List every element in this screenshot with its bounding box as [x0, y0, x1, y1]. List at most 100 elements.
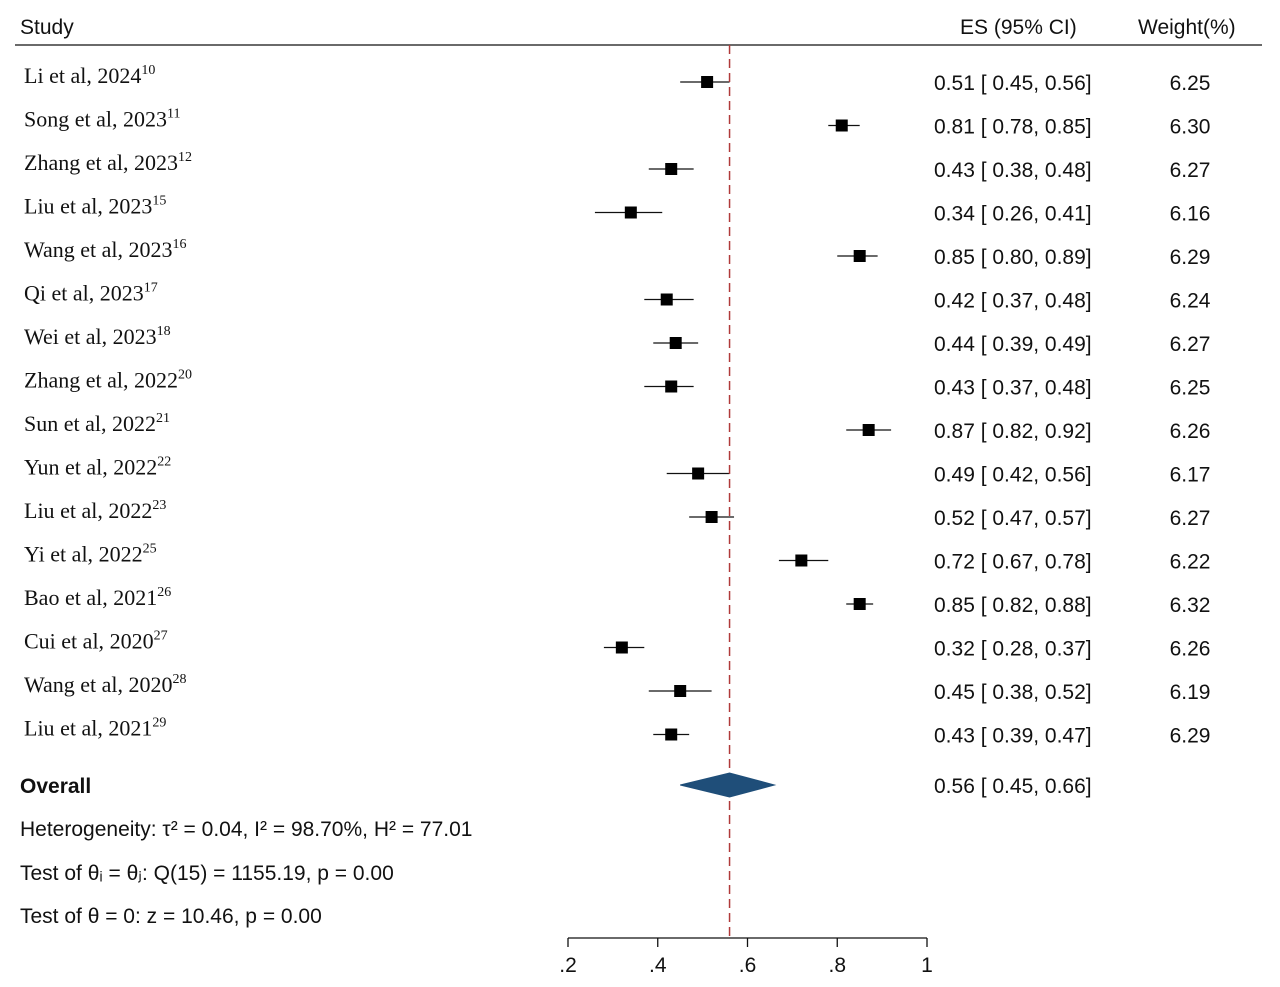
study-etal: et al,	[49, 63, 97, 88]
effect-marker	[665, 380, 678, 393]
study-label: Wei et al, 202318	[24, 324, 171, 349]
x-tick-label: .6	[739, 954, 757, 977]
effect-marker	[665, 163, 678, 175]
effect-marker	[835, 119, 848, 132]
study-etal: et al,	[60, 498, 108, 523]
study-etal: et al,	[60, 716, 108, 741]
study-etal: et al,	[52, 281, 100, 306]
study-row: Cui et al, 202027 0.32 [ 0.28, 0.37] 6.26	[24, 629, 1210, 661]
study-year: 2023	[123, 107, 167, 132]
overall-label: Overall	[20, 775, 91, 798]
study-label: Yi et al, 202225	[24, 542, 157, 567]
study-weight: 6.27	[1170, 159, 1211, 182]
study-weight: 6.24	[1170, 290, 1211, 313]
study-ci-text: 0.87 [ 0.82, 0.92]	[934, 420, 1092, 443]
effect-marker	[853, 250, 866, 262]
study-etal: et al,	[65, 455, 113, 480]
study-row: Yi et al, 202225 0.72 [ 0.67, 0.78] 6.22	[24, 542, 1210, 574]
study-row: Wang et al, 202316 0.85 [ 0.80, 0.89] 6.29	[24, 237, 1210, 269]
x-tick-label: 1	[921, 954, 933, 977]
study-reference: 23	[152, 498, 166, 513]
study-reference: 25	[143, 542, 157, 557]
study-year: 2020	[129, 672, 173, 697]
study-reference: 29	[152, 716, 166, 731]
effect-marker	[705, 511, 718, 523]
study-etal: et al,	[64, 324, 112, 349]
effect-marker	[795, 554, 808, 567]
study-weight: 6.29	[1170, 246, 1211, 269]
study-row: Li et al, 202410 0.51 [ 0.45, 0.56] 6.25	[24, 63, 1210, 95]
study-label: Song et al, 202311	[24, 107, 181, 132]
study-author: Wei	[24, 324, 64, 349]
study-reference: 17	[144, 281, 158, 296]
study-author: Liu	[24, 194, 60, 219]
study-label: Cui et al, 202027	[24, 629, 168, 654]
study-row: Song et al, 202311 0.81 [ 0.78, 0.85] 6.30	[24, 107, 1210, 139]
study-ci-text: 0.52 [ 0.47, 0.57]	[934, 507, 1092, 530]
study-year: 2023	[108, 194, 152, 219]
study-row: Wang et al, 202028 0.45 [ 0.38, 0.52] 6.19	[24, 672, 1210, 704]
study-row: Liu et al, 202129 0.43 [ 0.39, 0.47] 6.29	[24, 716, 1210, 748]
study-year: 2020	[110, 629, 154, 654]
study-reference: 26	[157, 585, 171, 600]
study-reference: 27	[154, 629, 168, 644]
effect-marker	[624, 206, 637, 219]
study-ci-text: 0.43 [ 0.38, 0.48]	[934, 159, 1092, 182]
study-year: 2023	[129, 237, 173, 262]
study-weight: 6.25	[1170, 377, 1211, 400]
x-tick-label: .4	[649, 954, 667, 977]
study-weight: 6.27	[1170, 333, 1211, 356]
study-row: Yun et al, 202222 0.49 [ 0.42, 0.56] 6.17	[24, 455, 1210, 487]
study-etal: et al,	[86, 150, 134, 175]
study-label: Zhang et al, 202220	[24, 368, 192, 393]
study-weight: 6.26	[1170, 420, 1211, 443]
study-ci-text: 0.85 [ 0.82, 0.88]	[934, 594, 1092, 617]
study-year: 2023	[100, 281, 144, 306]
study-weight: 6.29	[1170, 725, 1211, 748]
study-year: 2022	[112, 411, 156, 436]
effect-marker	[660, 293, 673, 306]
study-ci-text: 0.85 [ 0.80, 0.89]	[934, 246, 1092, 269]
study-etal: et al,	[65, 585, 113, 610]
header-study: Study	[20, 16, 74, 39]
study-etal: et al,	[60, 194, 108, 219]
study-row: Qi et al, 202317 0.42 [ 0.37, 0.48] 6.24	[24, 281, 1211, 313]
effect-marker	[701, 76, 714, 88]
study-year: 2023	[134, 150, 178, 175]
study-author: Zhang	[24, 368, 86, 393]
study-row: Bao et al, 202126 0.85 [ 0.82, 0.88] 6.32	[24, 585, 1210, 617]
study-ci-text: 0.43 [ 0.39, 0.47]	[934, 725, 1092, 748]
study-etal: et al,	[80, 672, 128, 697]
study-author: Cui	[24, 629, 61, 654]
study-author: Qi	[24, 281, 52, 306]
study-row: Liu et al, 202223 0.52 [ 0.47, 0.57] 6.27	[24, 498, 1210, 530]
study-reference: 16	[173, 237, 187, 252]
study-ci-text: 0.51 [ 0.45, 0.56]	[934, 72, 1092, 95]
study-label: Qi et al, 202317	[24, 281, 158, 306]
effect-marker	[669, 337, 682, 349]
test-theta-text: Test of θᵢ = θⱼ: Q(15) = 1155.19, p = 0.…	[20, 862, 394, 885]
heterogeneity-text: Heterogeneity: τ² = 0.04, I² = 98.70%, H…	[20, 818, 472, 841]
study-author: Liu	[24, 716, 60, 741]
study-year: 2022	[99, 542, 143, 567]
study-author: Song	[24, 107, 75, 132]
study-reference: 15	[152, 194, 166, 209]
effect-marker	[853, 598, 866, 610]
x-tick-label: .8	[828, 954, 846, 977]
study-reference: 21	[156, 411, 170, 426]
study-ci-text: 0.45 [ 0.38, 0.52]	[934, 681, 1092, 704]
study-label: Liu et al, 202223	[24, 498, 166, 523]
study-year: 2023	[113, 324, 157, 349]
study-author: Wang	[24, 672, 80, 697]
study-row: Zhang et al, 202312 0.43 [ 0.38, 0.48] 6.2…	[24, 150, 1210, 182]
study-row: Wei et al, 202318 0.44 [ 0.39, 0.49] 6.27	[24, 324, 1210, 356]
study-ci-text: 0.32 [ 0.28, 0.37]	[934, 638, 1092, 661]
study-ci-text: 0.44 [ 0.39, 0.49]	[934, 333, 1092, 356]
study-etal: et al,	[80, 237, 128, 262]
header-weight: Weight(%)	[1138, 16, 1236, 39]
study-year: 2022	[134, 368, 178, 393]
study-author: Yun	[24, 455, 65, 480]
study-reference: 22	[157, 455, 171, 470]
study-weight: 6.27	[1170, 507, 1211, 530]
